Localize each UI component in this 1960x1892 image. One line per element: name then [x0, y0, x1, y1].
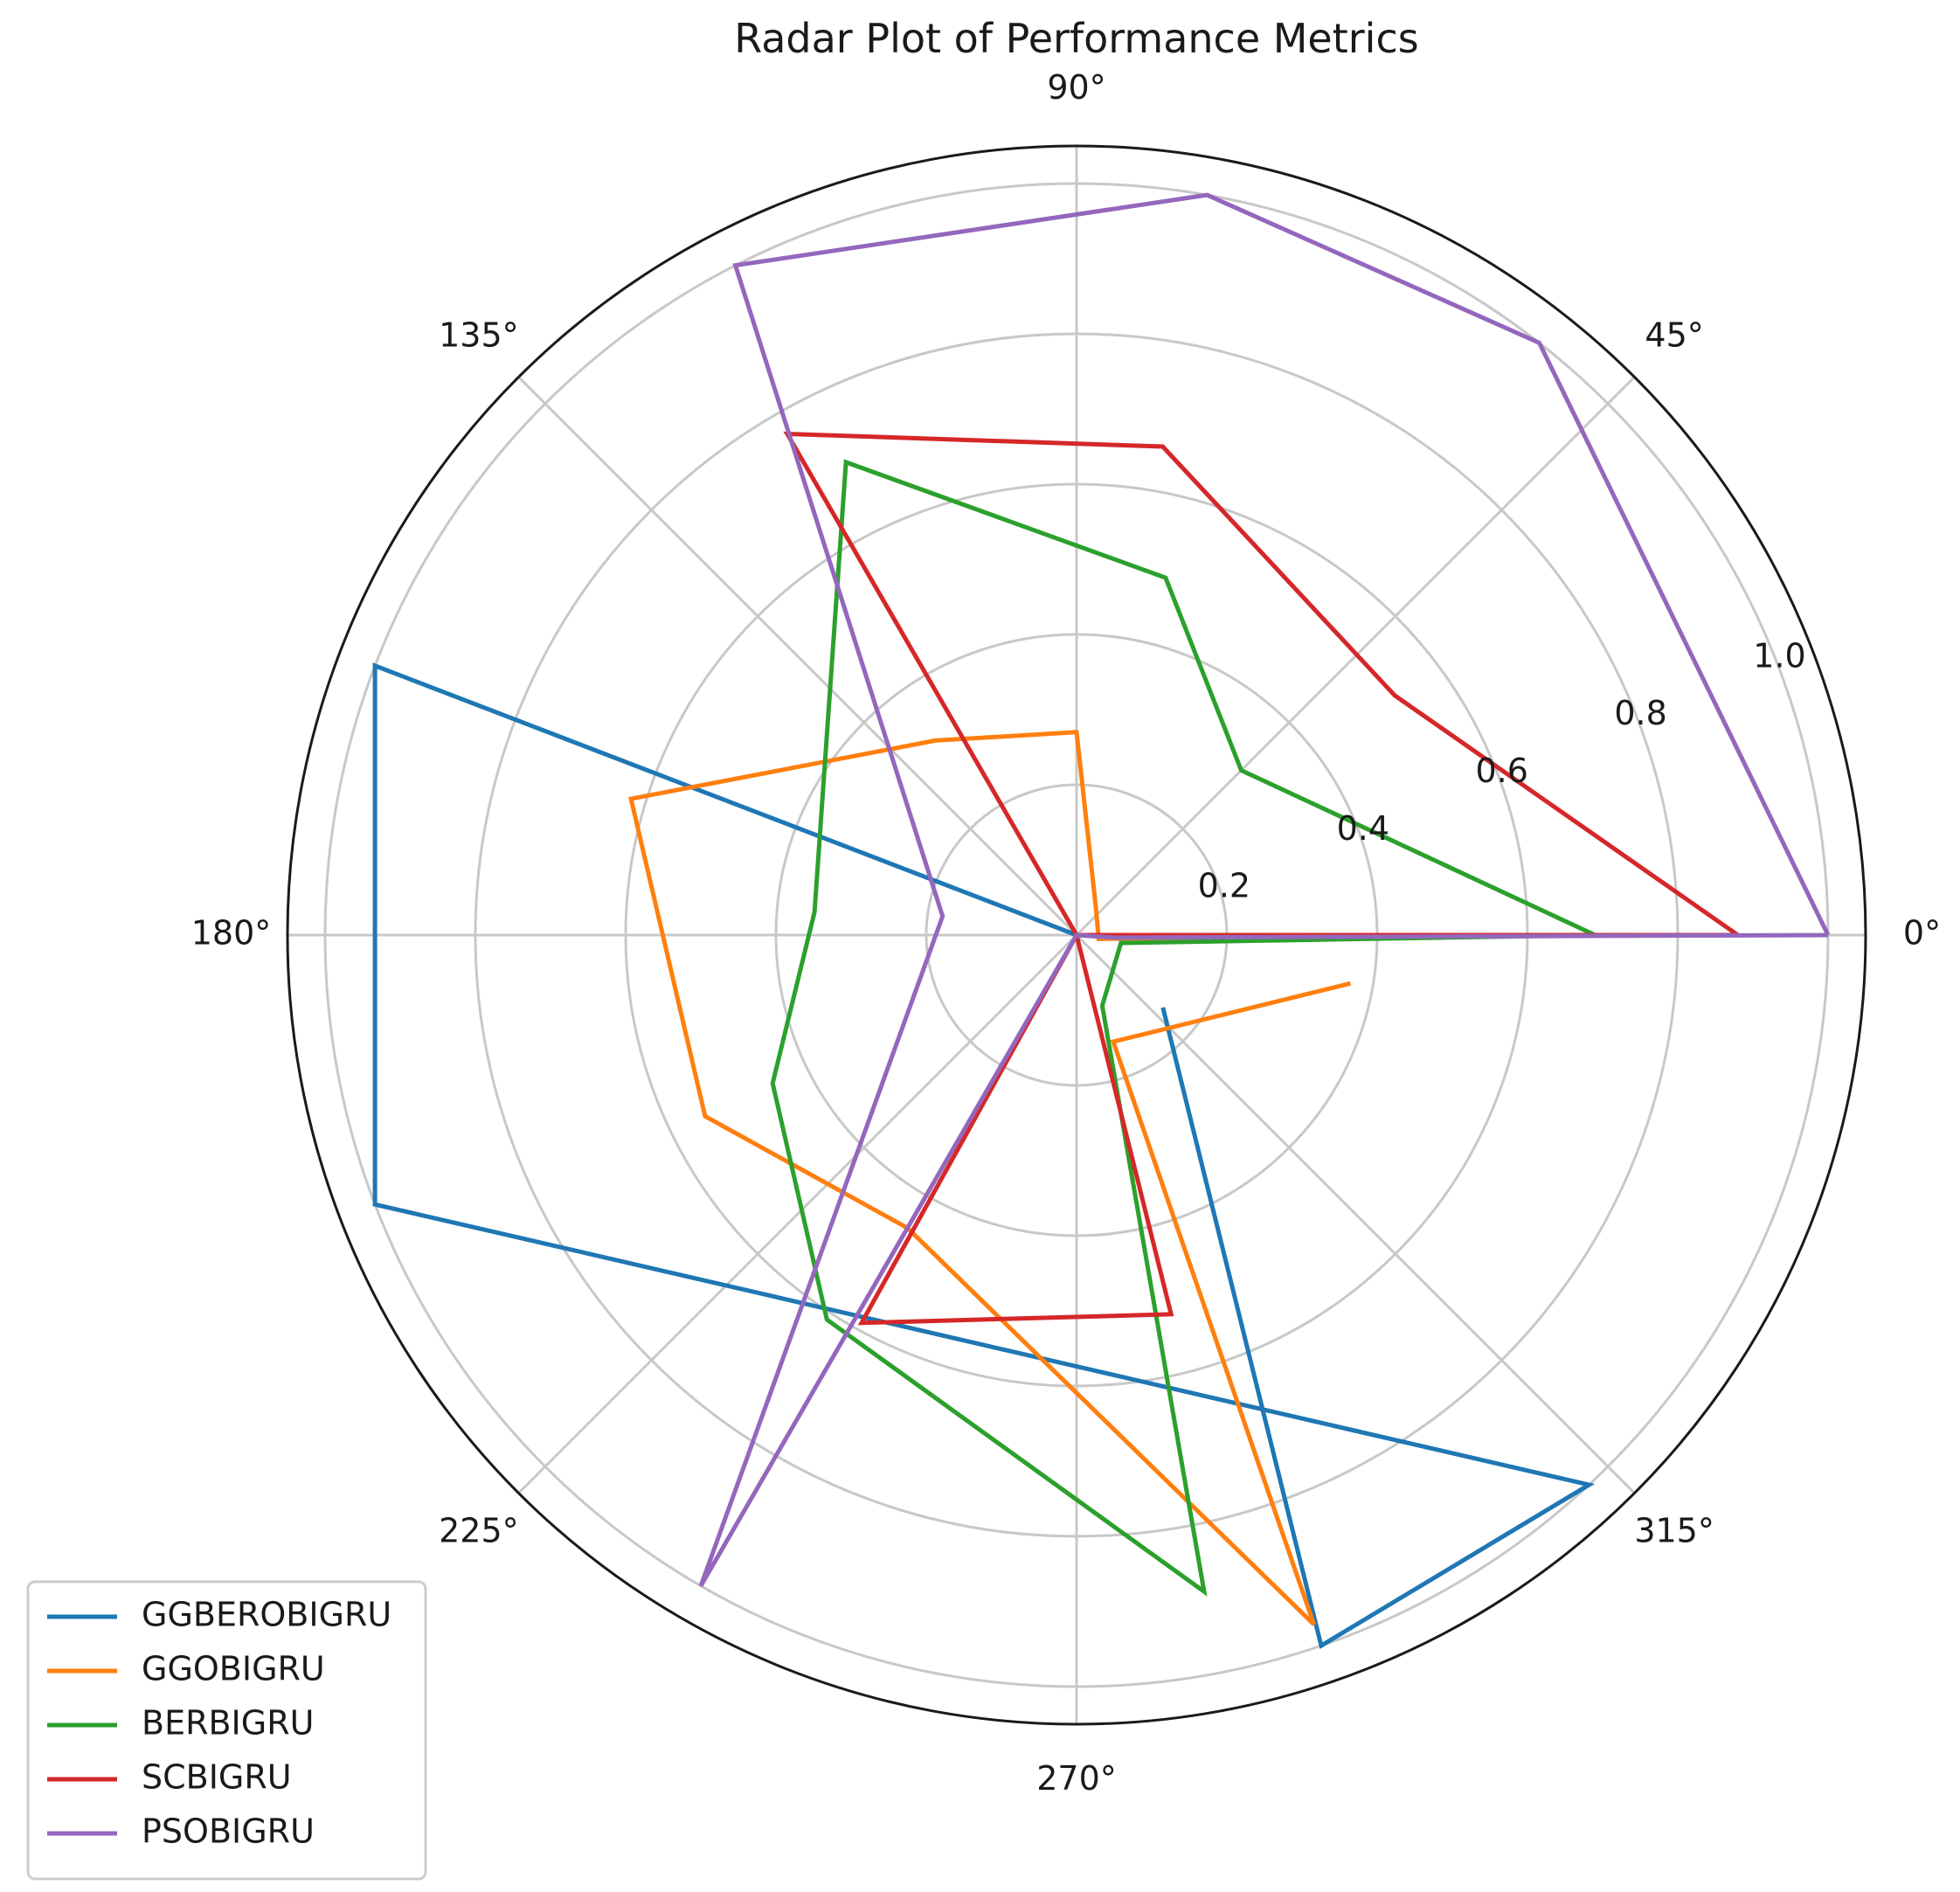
legend-label: BERBIGRU [142, 1704, 314, 1743]
radial-tick-label: 1.0 [1753, 636, 1805, 675]
legend-box [26, 1580, 427, 1881]
axis-labels: 0° 45° 90° 135° 180° 225° 270° 315° 0.2 0.4 0.6 0.8… [191, 68, 1941, 1798]
series-line-ggobigru [628, 730, 1355, 1626]
angular-grid-line [517, 376, 1078, 937]
series-lines [372, 192, 1831, 1649]
series-line-ggberobigru [372, 662, 1596, 1649]
angle-tick-label: 225° [439, 1512, 519, 1550]
angle-tick-label: 135° [439, 315, 519, 354]
legend: GGBEROBIGRU GGOBIGRU BERBIGRU SCBIGRU PSOBIG… [26, 1580, 427, 1881]
series-line-psobigru [698, 192, 1831, 1588]
radial-tick-label: 0.8 [1614, 694, 1666, 732]
angle-tick-label: 270° [1036, 1759, 1117, 1798]
radial-tick-label: 0.6 [1475, 752, 1527, 790]
angle-tick-label: 0° [1903, 914, 1941, 953]
series-line-berbigru [770, 459, 1596, 1597]
angle-tick-label: 180° [191, 914, 272, 953]
polar-frame [286, 144, 1867, 1726]
legend-label: GGOBIGRU [142, 1650, 325, 1688]
radial-tick-label: 0.4 [1337, 809, 1389, 848]
angle-tick-label: 90° [1047, 68, 1105, 107]
radial-tick-label: 0.2 [1198, 867, 1250, 905]
legend-label: PSOBIGRU [142, 1812, 315, 1851]
legend-label: SCBIGRU [142, 1758, 292, 1797]
angle-tick-label: 315° [1634, 1512, 1714, 1550]
legend-label: GGBEROBIGRU [142, 1596, 391, 1634]
chart-title: Radar Plot of Performance Metrics [734, 15, 1418, 62]
angle-tick-label: 45° [1645, 315, 1703, 354]
angular-grid-line [517, 933, 1078, 1494]
angular-grid-line [1075, 933, 1636, 1494]
